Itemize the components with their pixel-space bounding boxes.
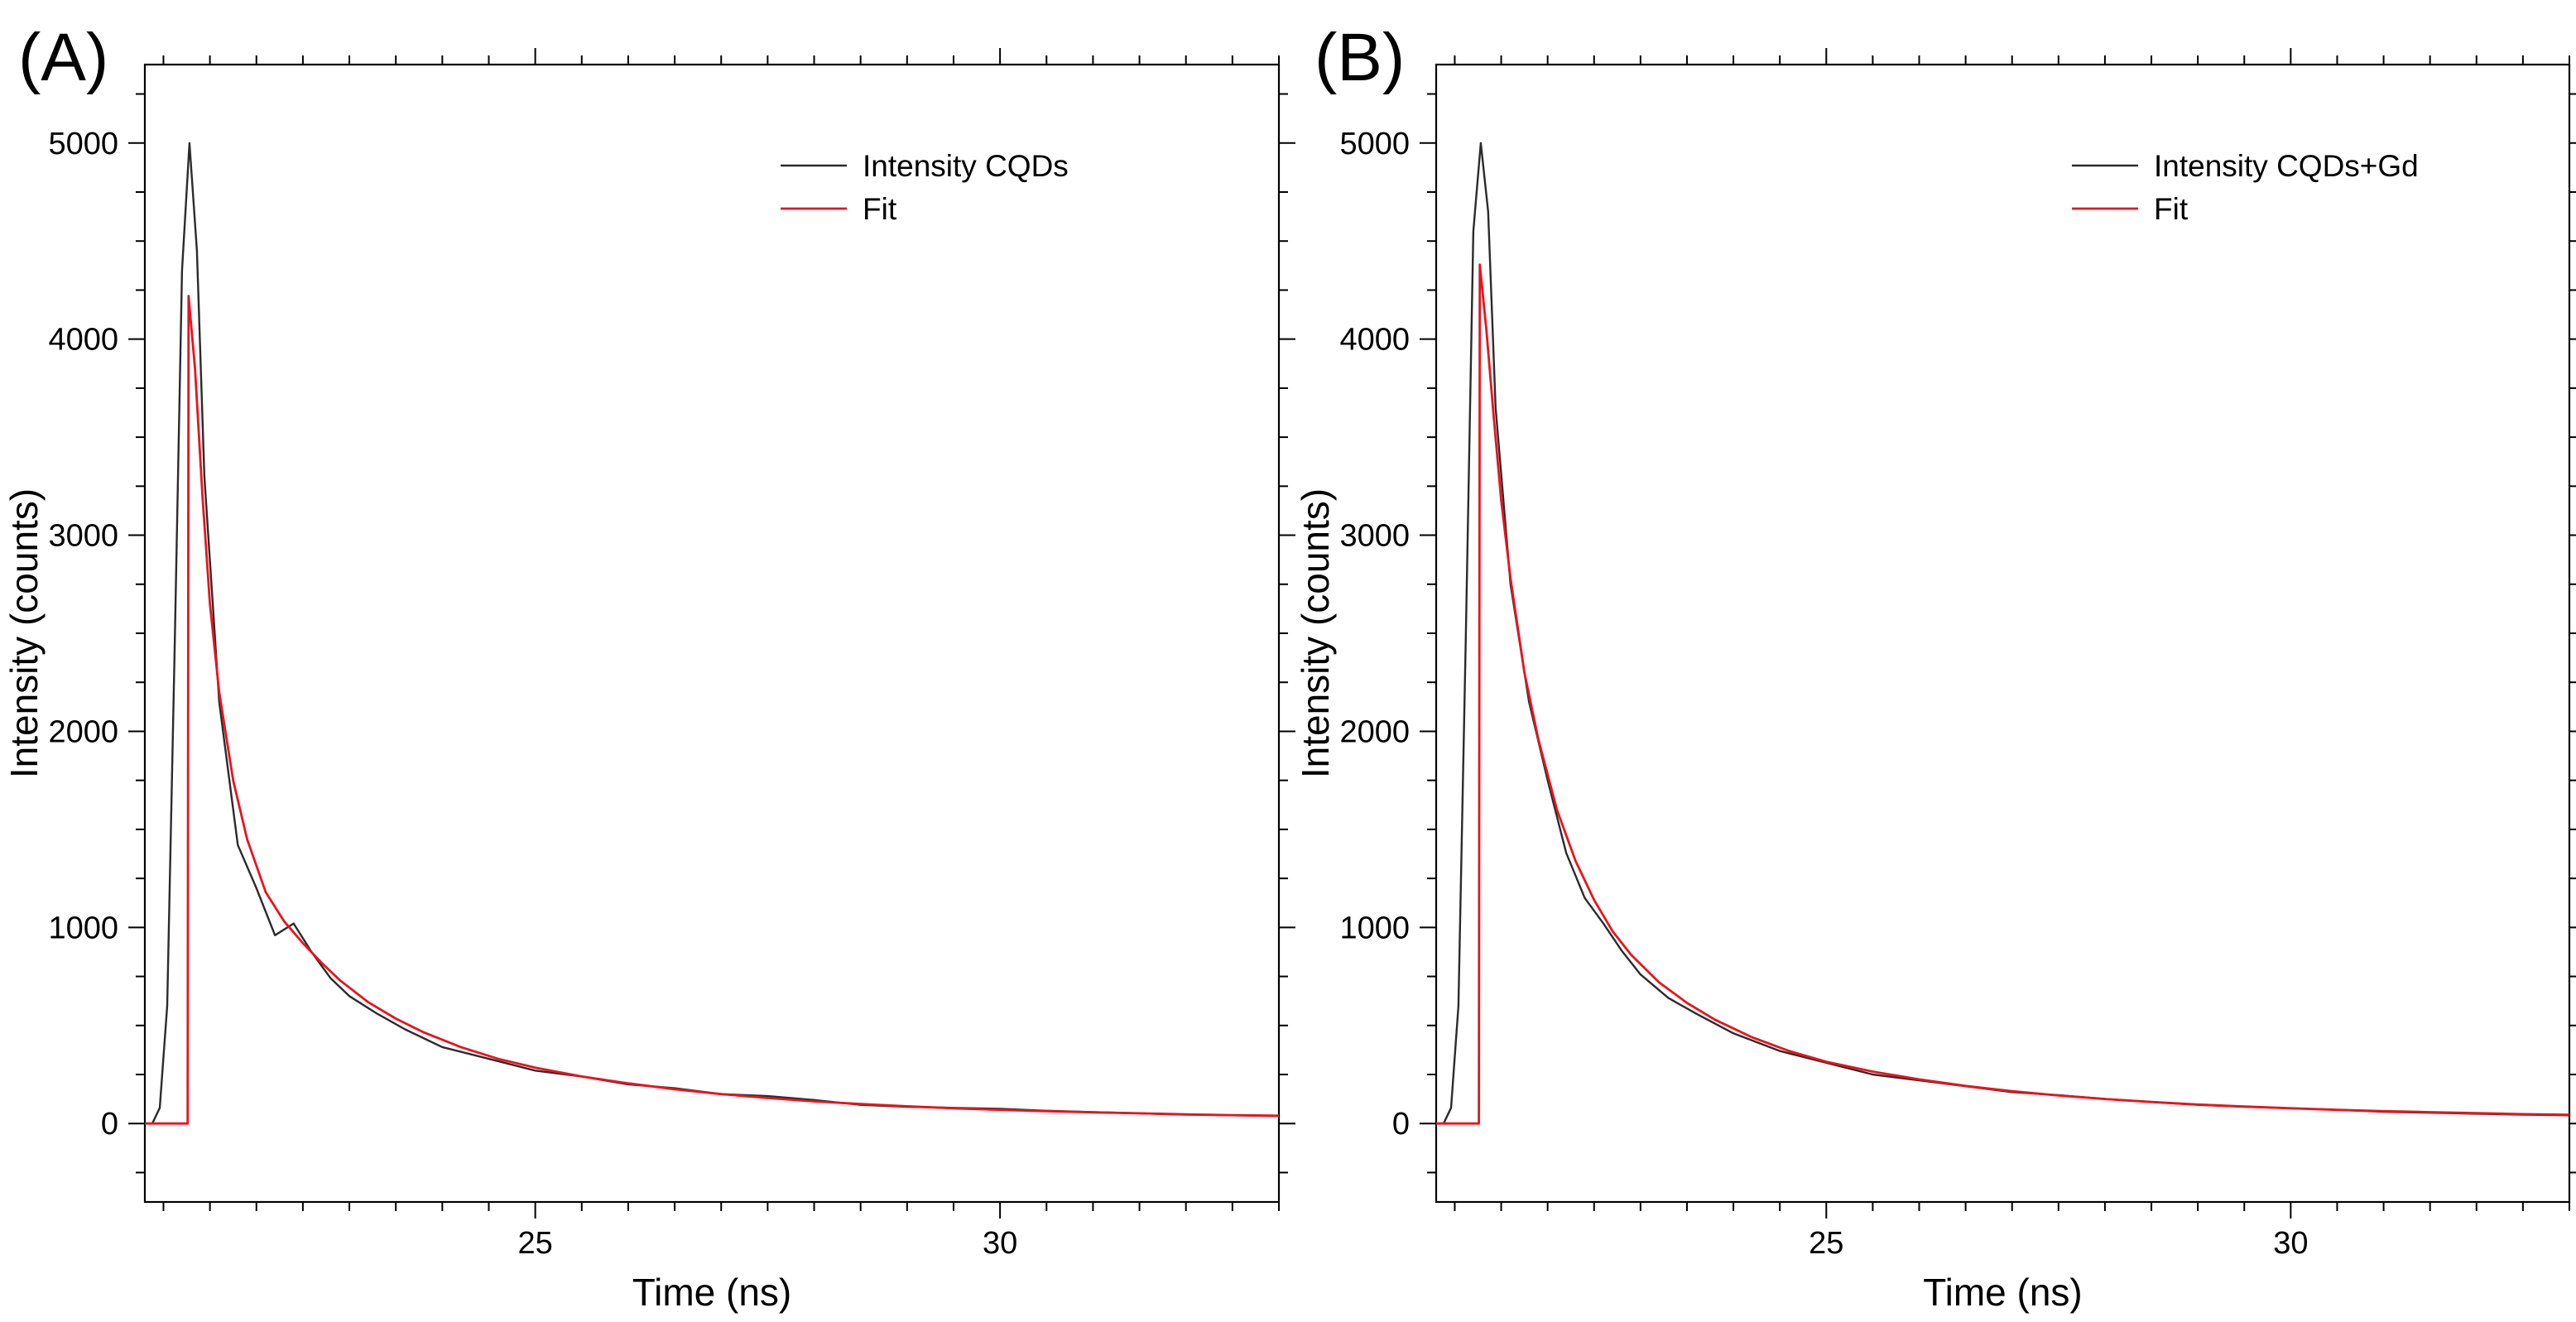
- series-line-intensity: [1436, 142, 2569, 1125]
- y-axis-title: Intensity (counts): [2, 488, 46, 778]
- y-tick-label: 1000: [48, 911, 118, 945]
- y-tick-label: 4000: [48, 323, 118, 358]
- series-line-fit: [145, 295, 1279, 1125]
- x-tick-label: 25: [1809, 1226, 1843, 1261]
- y-axis-title: Intensity (counts): [1294, 488, 1337, 778]
- plot-frame: [1435, 63, 2571, 1204]
- x-tick-label: 25: [517, 1226, 552, 1261]
- panel-label: (B): [1314, 20, 1405, 95]
- plot-frame: [143, 63, 1281, 1204]
- chart-panel-b: (B) 25 30 0 1000 2000 3000 4000 5000 Time (ns) Int…: [1294, 20, 2576, 1314]
- y-tick-label: 5000: [48, 127, 118, 161]
- legend-label: Fit: [2154, 192, 2189, 226]
- y-tick-label: 4000: [1339, 323, 1410, 358]
- y-tick-label: 1000: [1339, 911, 1410, 945]
- series-line-fit: [1436, 263, 2569, 1125]
- chart-panel-a: (A) 25 30 0 1000 2000 3000 4000 5000 Time (ns) Int…: [2, 20, 1295, 1314]
- y-tick-label: 0: [101, 1107, 118, 1142]
- y-tick-label: 5000: [1339, 127, 1410, 161]
- y-tick-label: 0: [1392, 1107, 1410, 1142]
- y-tick-label: 3000: [48, 519, 118, 554]
- panel-label: (A): [18, 20, 108, 95]
- legend-label: Intensity CQDs: [863, 149, 1069, 183]
- y-tick-label: 2000: [48, 714, 118, 749]
- x-axis-title: Time (ns): [632, 1271, 792, 1314]
- x-tick-label: 30: [983, 1226, 1017, 1261]
- legend-label: Fit: [863, 192, 897, 226]
- x-axis-title: Time (ns): [1923, 1271, 2083, 1314]
- x-tick-label: 30: [2273, 1226, 2308, 1261]
- series-line-intensity: [145, 142, 1279, 1125]
- y-tick-label: 3000: [1339, 519, 1410, 554]
- legend-label: Intensity CQDs+Gd: [2154, 149, 2419, 183]
- y-tick-label: 2000: [1339, 714, 1410, 749]
